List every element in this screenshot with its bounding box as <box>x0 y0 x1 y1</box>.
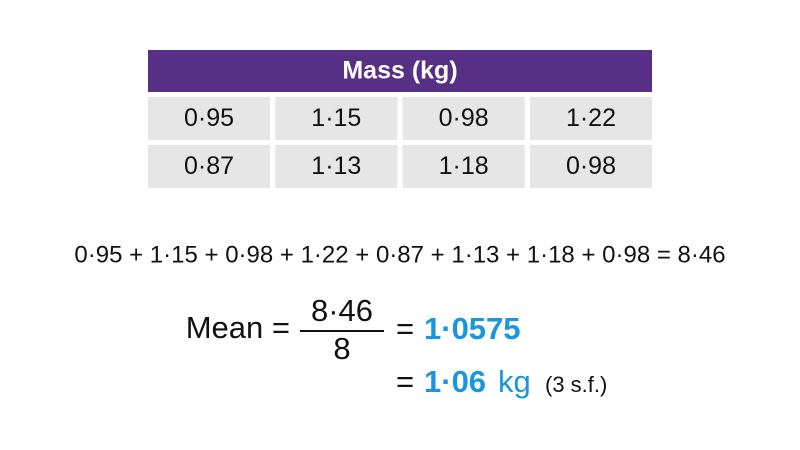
table-cell <box>275 97 398 140</box>
mean-rounded: 1·06 <box>424 364 486 399</box>
table-body: 0·95 1·15 0·98 1·22 0·87 1·13 1·18 0·98 <box>148 97 652 188</box>
table-cell <box>402 97 525 140</box>
cell-value: 0·98 <box>566 152 616 180</box>
cell-value: 0·98 <box>439 104 489 132</box>
table-header: Mass (kg) <box>342 57 457 85</box>
mean-label: Mean = <box>186 310 290 345</box>
cell-value: 1·15 <box>311 104 361 132</box>
equals: = <box>396 311 414 346</box>
mean-result: 1·0575 <box>424 311 521 346</box>
cell-value: 0·95 <box>184 104 234 132</box>
table-cell <box>402 145 525 188</box>
cell-value: 1·18 <box>439 152 489 180</box>
numerator: 8·46 <box>311 293 373 328</box>
table-cell <box>529 145 652 188</box>
cell-value: 1·13 <box>311 152 361 180</box>
unit: kg <box>498 364 531 399</box>
table-header-bg <box>148 50 652 92</box>
sum-equation: 0·95 + 1·15 + 0·98 + 1·22 + 0·87 + 1·13 … <box>74 241 725 268</box>
table-cell <box>275 145 398 188</box>
table-cell <box>148 97 270 140</box>
sig-fig-note: (3 s.f.) <box>545 372 607 397</box>
cell-value: 0·87 <box>184 152 234 180</box>
equals: = <box>396 364 414 399</box>
table-cell <box>529 97 652 140</box>
table-cell <box>148 145 270 188</box>
cell-value: 1·22 <box>566 104 616 132</box>
denominator: 8 <box>333 331 350 366</box>
